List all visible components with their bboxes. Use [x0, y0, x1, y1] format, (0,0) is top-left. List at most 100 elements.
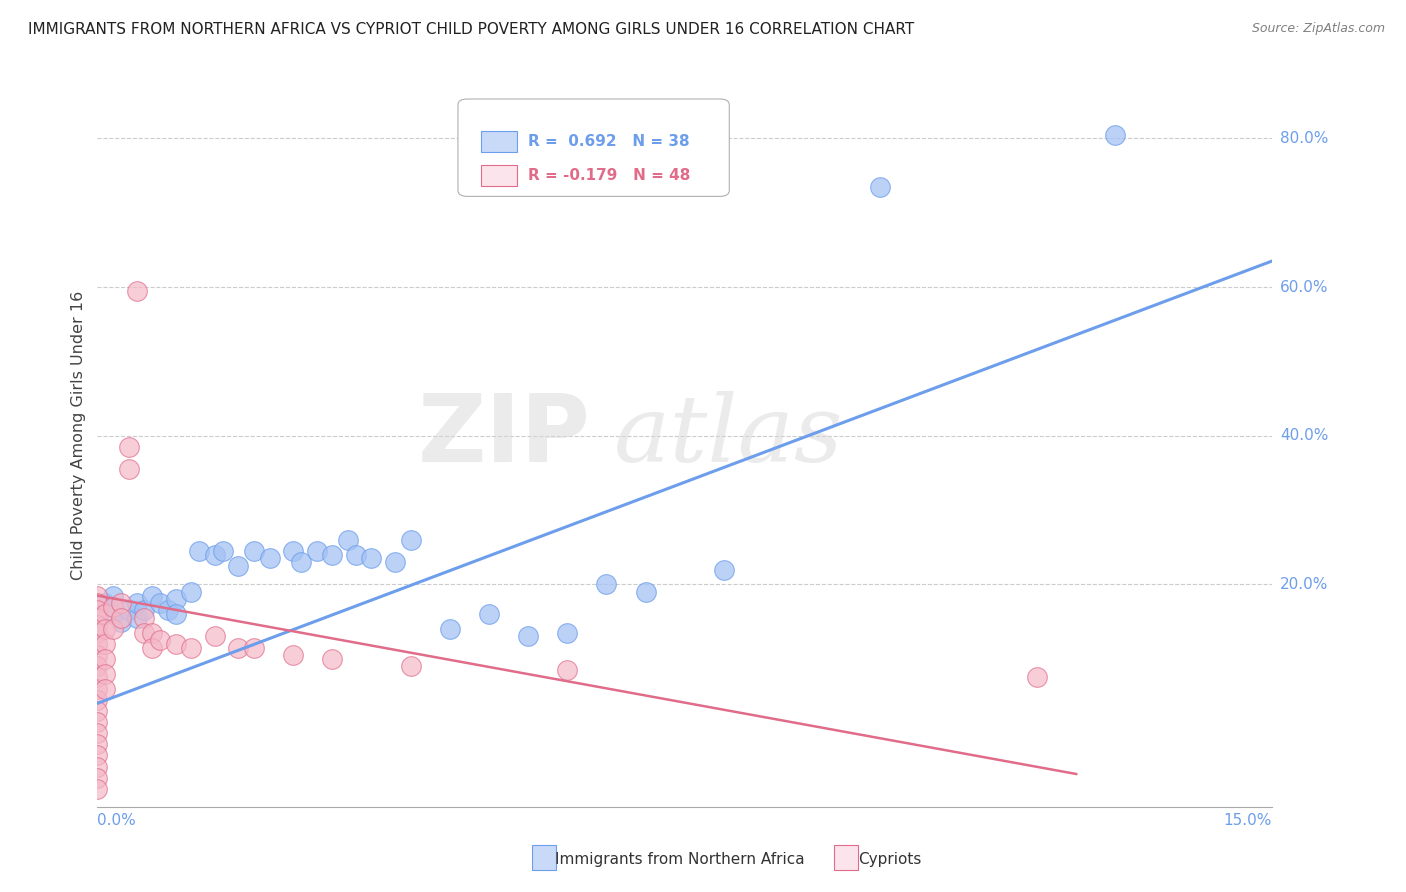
Point: [101, 622, 124, 636]
Point: [517, 630, 540, 644]
FancyBboxPatch shape: [458, 99, 730, 196]
Text: 60.0%: 60.0%: [1279, 279, 1329, 294]
Point: [305, 544, 328, 558]
Point: [165, 592, 187, 607]
Point: [336, 533, 359, 547]
Point: [86, 759, 108, 773]
Point: [141, 625, 163, 640]
Point: [86, 618, 108, 632]
Point: [165, 607, 187, 622]
Point: [204, 630, 226, 644]
Point: [555, 625, 578, 640]
Point: [86, 670, 108, 684]
FancyBboxPatch shape: [481, 131, 516, 152]
Y-axis label: Child Poverty Among Girls Under 16: Child Poverty Among Girls Under 16: [72, 291, 86, 581]
Text: 0.0%: 0.0%: [97, 814, 136, 829]
Point: [399, 533, 422, 547]
Point: [595, 577, 617, 591]
Point: [281, 648, 304, 662]
Point: [134, 611, 156, 625]
Text: 80.0%: 80.0%: [1279, 131, 1329, 146]
Point: [86, 659, 108, 673]
Point: [110, 615, 132, 629]
Point: [281, 544, 304, 558]
Point: [156, 603, 179, 617]
Text: 15.0%: 15.0%: [1223, 814, 1272, 829]
Point: [118, 603, 141, 617]
Point: [94, 622, 117, 636]
Point: [118, 440, 141, 454]
Point: [86, 648, 108, 662]
Point: [713, 563, 735, 577]
Point: [94, 652, 117, 666]
Point: [204, 548, 226, 562]
Point: [86, 704, 108, 718]
Point: [399, 659, 422, 673]
Text: 40.0%: 40.0%: [1279, 428, 1329, 443]
Text: Source: ZipAtlas.com: Source: ZipAtlas.com: [1251, 22, 1385, 36]
Point: [180, 640, 202, 655]
Point: [149, 633, 172, 648]
Point: [86, 781, 108, 796]
Point: [180, 585, 202, 599]
Point: [110, 611, 132, 625]
Point: [321, 548, 343, 562]
Point: [94, 681, 117, 696]
Point: [360, 551, 382, 566]
Point: [141, 640, 163, 655]
Point: [226, 558, 249, 573]
Point: [634, 585, 657, 599]
Point: [1026, 670, 1049, 684]
Point: [321, 652, 343, 666]
Point: [94, 666, 117, 681]
Point: [86, 603, 108, 617]
Point: [86, 596, 108, 610]
Point: [101, 607, 124, 622]
Text: ZIP: ZIP: [418, 390, 591, 482]
Point: [211, 544, 233, 558]
Point: [134, 625, 156, 640]
Point: [94, 596, 117, 610]
Text: Cypriots: Cypriots: [858, 852, 921, 867]
Point: [869, 179, 891, 194]
Point: [86, 748, 108, 763]
Point: [125, 284, 148, 298]
Point: [125, 611, 148, 625]
Point: [259, 551, 281, 566]
Text: 20.0%: 20.0%: [1279, 577, 1329, 592]
Point: [134, 603, 156, 617]
Text: R = -0.179   N = 48: R = -0.179 N = 48: [529, 168, 690, 183]
Point: [86, 681, 108, 696]
Point: [94, 637, 117, 651]
Point: [290, 555, 312, 569]
Point: [118, 462, 141, 476]
Point: [188, 544, 211, 558]
Point: [344, 548, 367, 562]
Point: [86, 625, 108, 640]
Point: [94, 607, 117, 622]
Point: [243, 544, 266, 558]
Point: [555, 663, 578, 677]
Point: [165, 637, 187, 651]
Text: IMMIGRANTS FROM NORTHERN AFRICA VS CYPRIOT CHILD POVERTY AMONG GIRLS UNDER 16 CO: IMMIGRANTS FROM NORTHERN AFRICA VS CYPRI…: [28, 22, 914, 37]
Point: [125, 596, 148, 610]
Point: [478, 607, 501, 622]
Point: [86, 611, 108, 625]
Text: Immigrants from Northern Africa: Immigrants from Northern Africa: [555, 852, 806, 867]
Point: [141, 589, 163, 603]
Point: [101, 599, 124, 614]
Text: R =  0.692   N = 38: R = 0.692 N = 38: [529, 134, 690, 149]
Point: [439, 622, 461, 636]
Point: [384, 555, 406, 569]
Point: [86, 692, 108, 706]
Text: atlas: atlas: [614, 391, 844, 481]
Point: [243, 640, 266, 655]
FancyBboxPatch shape: [481, 165, 516, 186]
Point: [86, 714, 108, 729]
Point: [110, 596, 132, 610]
Point: [1104, 128, 1126, 142]
Point: [86, 637, 108, 651]
Point: [86, 737, 108, 751]
Point: [86, 771, 108, 785]
Point: [86, 589, 108, 603]
